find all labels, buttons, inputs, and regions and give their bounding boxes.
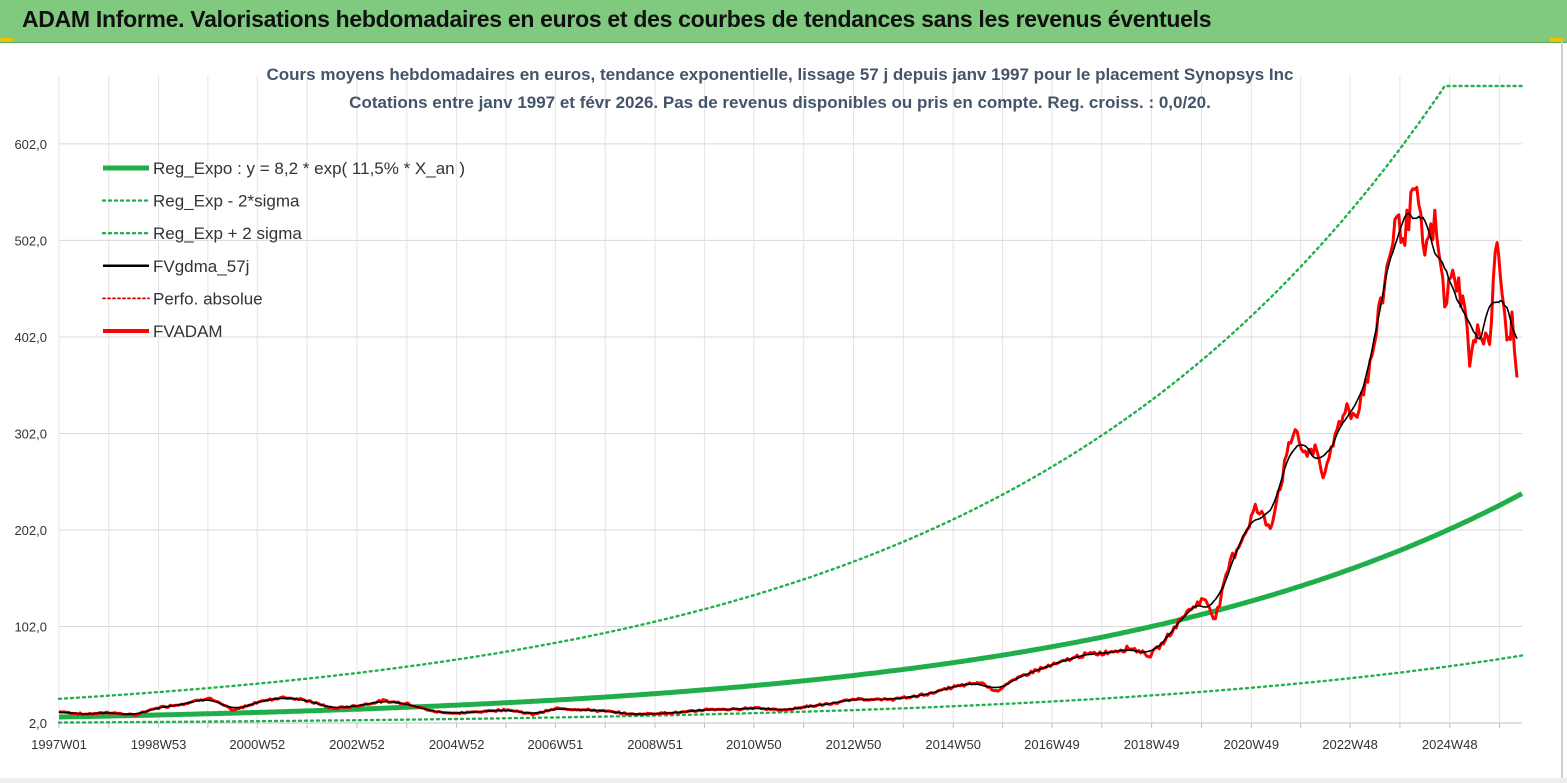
x-tick-label: 2012W50 xyxy=(826,737,882,752)
x-tick-label: 2014W50 xyxy=(925,737,981,752)
report-header: ADAM Informe. Valorisations hebdomadaire… xyxy=(0,0,1567,43)
legend-label: Reg_Expo : y = 8,2 * exp( 11,5% * X_an ) xyxy=(153,159,465,178)
x-axis-ticks: 1997W01 1998W53 2000W52 2002W52 2004W52 2006W… xyxy=(31,737,1477,752)
x-tick-label: 2004W52 xyxy=(429,737,485,752)
y-tick-label: 502,0 xyxy=(14,233,47,248)
legend-label: FVADAM xyxy=(153,322,223,341)
y-tick-label: 202,0 xyxy=(14,523,47,538)
x-tick-label: 1998W53 xyxy=(131,737,187,752)
legend-fvgdma-57j: FVgdma_57j xyxy=(103,257,249,276)
series-reg-exp-minus-2sigma xyxy=(57,654,1524,724)
line-chart: Cours moyens hebdomadaires en euros, ten… xyxy=(14,65,1524,752)
x-tick-label: 2002W52 xyxy=(329,737,385,752)
x-tick-label: 2000W52 xyxy=(229,737,285,752)
legend-label: FVgdma_57j xyxy=(153,257,249,276)
y-tick-label: 602,0 xyxy=(14,137,47,152)
x-tick-label: 2024W48 xyxy=(1422,737,1478,752)
x-tick-label: 2010W50 xyxy=(726,737,782,752)
y-tick-label: 302,0 xyxy=(14,426,47,441)
report-title: ADAM Informe. Valorisations hebdomadaire… xyxy=(22,6,1212,32)
legend-label: Reg_Exp - 2*sigma xyxy=(153,192,300,211)
x-tick-label: 2022W48 xyxy=(1322,737,1378,752)
corner-marker-right xyxy=(1550,38,1563,42)
legend-reg-exp-minus-2sigma: Reg_Exp - 2*sigma xyxy=(101,192,300,211)
series-fvadam xyxy=(58,185,1519,717)
chart-legend: Reg_Expo : y = 8,2 * exp( 11,5% * X_an )… xyxy=(101,159,465,341)
y-tick-label: 2,0 xyxy=(29,716,47,731)
corner-marker-left xyxy=(0,38,13,42)
legend-fvadam: FVADAM xyxy=(103,322,223,341)
series-fvgdma-57j xyxy=(58,212,1518,715)
series-reg-expo xyxy=(59,491,1524,720)
x-tick-label: 2016W49 xyxy=(1024,737,1080,752)
x-tick-label: 2018W49 xyxy=(1124,737,1180,752)
x-tick-label: 1997W01 xyxy=(31,737,87,752)
x-tick-label: 2008W51 xyxy=(627,737,683,752)
chart-subtitle: Cotations entre janv 1997 et févr 2026. … xyxy=(349,93,1211,112)
y-axis-ticks: 2,0 102,0 202,0 302,0 402,0 502,0 602,0 xyxy=(14,137,47,731)
legend-reg-expo: Reg_Expo : y = 8,2 * exp( 11,5% * X_an ) xyxy=(103,159,465,178)
x-tick-label: 2020W49 xyxy=(1223,737,1279,752)
x-tick-label: 2006W51 xyxy=(528,737,584,752)
chart-area: Cours moyens hebdomadaires en euros, ten… xyxy=(3,42,1563,780)
y-tick-label: 102,0 xyxy=(14,619,47,634)
y-tick-label: 402,0 xyxy=(14,330,47,345)
grid-lines xyxy=(58,76,1522,728)
series-layer xyxy=(57,84,1524,724)
legend-label: Reg_Exp + 2 sigma xyxy=(153,224,302,243)
legend-perfo-absolue: Perfo. absolue xyxy=(102,289,263,308)
bottom-strip xyxy=(0,778,1567,783)
chart-title: Cours moyens hebdomadaires en euros, ten… xyxy=(267,65,1294,84)
legend-reg-exp-plus-2sigma: Reg_Exp + 2 sigma xyxy=(101,224,302,243)
legend-label: Perfo. absolue xyxy=(153,289,263,308)
